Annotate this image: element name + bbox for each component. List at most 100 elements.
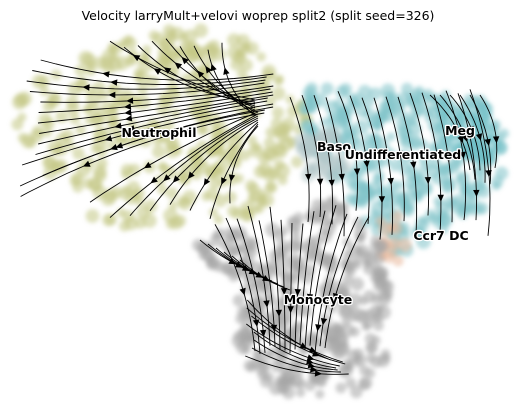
cell-point bbox=[241, 345, 251, 355]
cell-point bbox=[374, 238, 389, 253]
cell-point bbox=[262, 167, 277, 182]
cell-point bbox=[273, 75, 284, 86]
streamline-arrow bbox=[320, 318, 328, 326]
streamline-arrow bbox=[387, 177, 394, 186]
cell-point bbox=[442, 177, 457, 193]
cell-point bbox=[416, 234, 431, 250]
cell-point bbox=[193, 23, 208, 38]
streamline-arrow bbox=[205, 65, 212, 74]
streamline-arrow bbox=[424, 177, 432, 185]
streamline bbox=[299, 211, 315, 346]
cell-point bbox=[247, 135, 258, 146]
velocity-streamlines bbox=[19, 38, 500, 377]
streamline-arrow bbox=[210, 63, 217, 72]
streamline-arrow bbox=[314, 370, 322, 377]
cluster-label-monocyte: Monocyte bbox=[284, 292, 353, 307]
cell-point bbox=[328, 115, 339, 126]
streamline-arrow bbox=[462, 134, 468, 143]
cell-point bbox=[307, 164, 317, 175]
streamline-arrow bbox=[108, 91, 116, 99]
cell-point bbox=[135, 70, 150, 85]
streamline-arrow bbox=[333, 292, 340, 301]
cell-point bbox=[380, 99, 395, 115]
cell-point bbox=[397, 92, 413, 107]
cell-point bbox=[295, 378, 306, 389]
cell-point bbox=[323, 253, 337, 268]
cell-point bbox=[277, 175, 288, 186]
cell-point bbox=[368, 87, 382, 101]
cell-point bbox=[395, 116, 411, 131]
streamline-arrow bbox=[153, 68, 162, 75]
cell-point bbox=[107, 43, 118, 54]
cluster-label-ccr7-dc: Ccr7 DC bbox=[413, 228, 468, 243]
streamline-arrow bbox=[316, 178, 324, 186]
streamline bbox=[251, 347, 341, 373]
cell-point bbox=[118, 38, 129, 48]
cell-point bbox=[224, 191, 237, 204]
streamline-arrow bbox=[174, 62, 183, 70]
cell-point bbox=[362, 290, 376, 304]
streamline bbox=[109, 113, 259, 218]
cell-point bbox=[353, 348, 365, 360]
cell-point bbox=[120, 163, 134, 177]
streamline bbox=[313, 95, 334, 225]
cell-point bbox=[78, 50, 94, 66]
streamline-arrow bbox=[123, 103, 132, 110]
cluster-points-ccr7-dc bbox=[375, 210, 412, 267]
streamline-arrow bbox=[363, 160, 370, 168]
streamline bbox=[129, 115, 259, 216]
cell-point bbox=[72, 181, 84, 193]
cell-point bbox=[337, 163, 349, 174]
streamline bbox=[221, 42, 256, 117]
cell-point bbox=[345, 377, 357, 389]
cell-point bbox=[271, 106, 285, 119]
streamline bbox=[247, 205, 271, 346]
cell-point bbox=[48, 91, 60, 103]
cell-point bbox=[239, 149, 251, 161]
cell-point bbox=[326, 303, 337, 314]
streamline bbox=[169, 119, 259, 205]
cell-point bbox=[135, 95, 151, 111]
streamline-arrow bbox=[270, 324, 278, 332]
cell-point bbox=[177, 172, 187, 182]
streamline bbox=[439, 94, 476, 180]
cell-point bbox=[326, 195, 338, 207]
streamline bbox=[39, 94, 274, 134]
streamline-arrow bbox=[306, 293, 314, 302]
streamline bbox=[280, 219, 286, 351]
cell-point bbox=[165, 144, 180, 159]
streamline bbox=[479, 94, 498, 168]
cell-point bbox=[234, 173, 244, 184]
streamline-arrow bbox=[163, 67, 172, 74]
cell-point bbox=[244, 332, 256, 344]
cell-point bbox=[362, 96, 375, 108]
streamline-arrow bbox=[315, 324, 322, 332]
streamline bbox=[189, 121, 259, 211]
streamline bbox=[469, 89, 491, 236]
cell-point bbox=[305, 335, 318, 348]
streamline bbox=[429, 94, 471, 171]
cell-point bbox=[250, 204, 261, 215]
cell-point bbox=[149, 60, 159, 71]
cell-point bbox=[107, 85, 119, 96]
cell-point bbox=[351, 308, 366, 323]
cell-point bbox=[335, 343, 350, 357]
streamline-arrow bbox=[132, 54, 141, 62]
cell-point bbox=[335, 382, 347, 394]
streamline bbox=[21, 103, 274, 166]
cell-point bbox=[319, 131, 330, 142]
cell-point bbox=[348, 292, 362, 306]
cell-point bbox=[420, 183, 433, 196]
cell-point bbox=[201, 191, 212, 202]
streamline-arrow bbox=[306, 358, 314, 365]
streamline bbox=[337, 91, 358, 211]
streamline-arrow bbox=[102, 71, 110, 78]
cell-point bbox=[333, 98, 345, 111]
cell-point bbox=[464, 140, 476, 153]
streamline bbox=[236, 218, 266, 353]
cell-point bbox=[474, 176, 486, 189]
streamline-arrow bbox=[115, 142, 124, 149]
cell-point bbox=[409, 137, 422, 150]
cell-point bbox=[315, 389, 325, 399]
cell-point bbox=[253, 348, 264, 359]
